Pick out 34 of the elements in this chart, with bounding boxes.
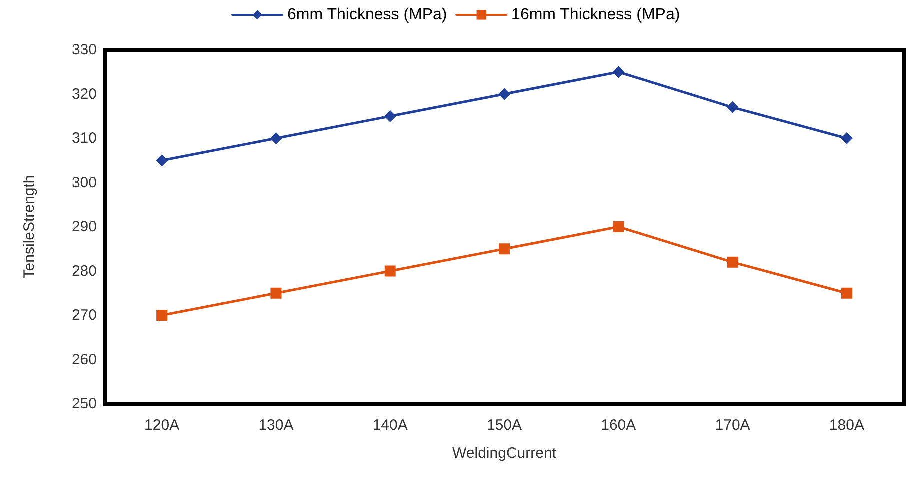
point <box>156 154 168 167</box>
y-tick-label: 290 <box>72 218 97 236</box>
y-tick-label: 260 <box>72 351 97 368</box>
point <box>841 288 852 299</box>
x-tick-label: 130A <box>258 417 294 434</box>
point <box>498 88 510 100</box>
x-tick-label: 180A <box>829 417 864 434</box>
x-tick-label: 150A <box>486 417 522 434</box>
point <box>384 110 396 122</box>
y-tick-label: 310 <box>72 130 97 147</box>
y-tick-label: 330 <box>72 42 97 58</box>
y-tick-label: 300 <box>72 174 97 192</box>
x-axis-title: WeldingCurrent <box>452 445 558 462</box>
point <box>613 222 624 232</box>
y-tick-label: 270 <box>72 307 97 324</box>
y-axis-title: TensileStrength <box>21 175 38 279</box>
point <box>270 288 282 299</box>
x-tick-label: 140A <box>372 417 408 434</box>
y-tick-label: 320 <box>72 86 97 103</box>
y-tick-label: 250 <box>72 396 97 412</box>
point <box>384 266 396 277</box>
point <box>727 256 738 268</box>
point <box>726 102 739 114</box>
x-tick-label: 170A <box>715 417 750 434</box>
x-tick-label: 120A <box>144 417 180 434</box>
x-tick-label: 160A <box>601 417 636 434</box>
point <box>840 132 853 144</box>
point <box>270 132 282 144</box>
point <box>499 244 510 255</box>
y-tick-label: 280 <box>72 262 97 280</box>
legend-label: 6mm Thickness (MPa) <box>288 6 448 24</box>
legend-label: 16mm Thickness (MPa) <box>512 6 680 24</box>
point <box>156 310 168 321</box>
point <box>612 66 625 78</box>
